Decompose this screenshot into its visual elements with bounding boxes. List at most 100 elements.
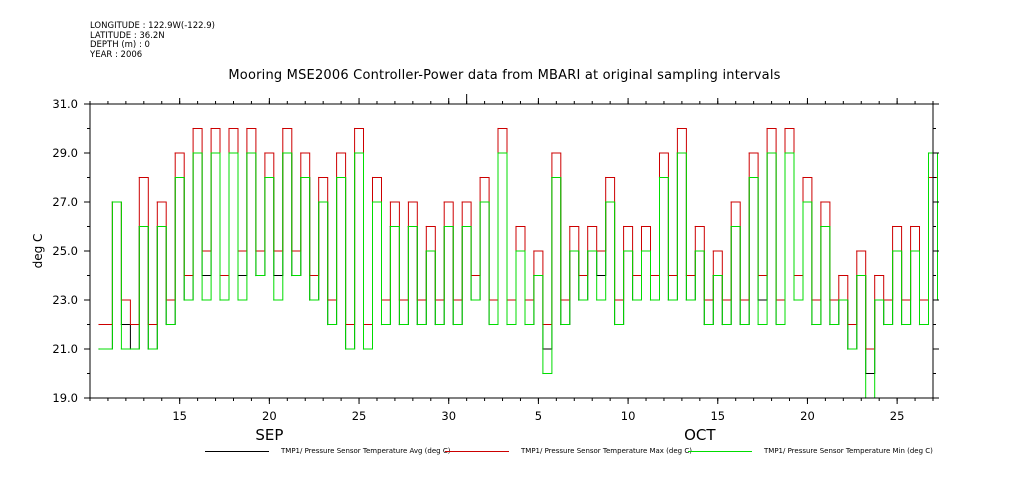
x-month-label: OCT: [684, 426, 716, 444]
data-point: [596, 299, 598, 301]
data-point: [228, 152, 230, 154]
data-point: [506, 323, 508, 326]
x-tick-label: 15: [710, 409, 725, 423]
data-point: [488, 323, 490, 326]
data-point: [389, 201, 391, 203]
data-point: [757, 323, 759, 326]
data-point: [569, 250, 571, 252]
data-point: [927, 152, 930, 154]
data-point: [793, 299, 795, 301]
data-point: [676, 152, 679, 154]
data-point: [282, 152, 284, 154]
data-point: [443, 201, 445, 203]
data-point: [721, 323, 723, 326]
legend-item-max: TMP1/ Pressure Sensor Temperature Max (d…: [445, 447, 692, 455]
data-point: [614, 323, 616, 326]
data-point: [820, 225, 822, 228]
y-tick-label: 31.0: [52, 97, 78, 111]
data-point: [336, 152, 338, 154]
data-point: [398, 323, 400, 326]
data-point: [918, 323, 921, 326]
data-point: [327, 323, 329, 326]
data-point: [291, 274, 293, 277]
data-point: [389, 225, 391, 228]
data-point: [910, 250, 912, 252]
data-point: [416, 323, 418, 326]
data-point: [784, 127, 786, 130]
series-line-2: [99, 152, 938, 399]
data-point: [354, 127, 356, 130]
data-point: [811, 323, 813, 326]
data-point: [820, 201, 822, 203]
data-point: [371, 176, 374, 179]
data-point: [874, 299, 876, 301]
data-point: [362, 348, 365, 350]
data-point: [300, 152, 302, 154]
data-point: [676, 127, 679, 130]
data-point: [667, 299, 670, 301]
data-point: [497, 127, 499, 130]
data-point: [129, 348, 131, 350]
data-point: [515, 250, 517, 252]
y-tick-label: 25.0: [52, 244, 78, 258]
data-point: [623, 225, 625, 228]
data-point: [766, 152, 768, 154]
data-point: [649, 299, 652, 301]
data-point: [237, 299, 239, 301]
data-point: [730, 225, 732, 228]
x-month-label: SEP: [255, 426, 283, 444]
data-point: [461, 201, 463, 203]
data-point: [739, 323, 741, 326]
data-point: [694, 225, 696, 228]
data-point: [766, 127, 768, 130]
legend-label-min: TMP1/ Pressure Sensor Temperature Min (d…: [764, 447, 933, 455]
data-point: [730, 201, 732, 203]
y-tick-label: 27.0: [52, 195, 78, 209]
data-point: [228, 127, 230, 130]
data-point: [802, 176, 804, 179]
x-tick-label: 30: [441, 409, 456, 423]
data-point: [255, 274, 257, 277]
legend-item-avg: TMP1/ Pressure Sensor Temperature Avg (d…: [205, 447, 450, 455]
data-point: [587, 225, 589, 228]
data-point: [748, 176, 750, 179]
data-point: [300, 176, 302, 179]
data-point: [309, 299, 311, 301]
data-point: [264, 152, 266, 154]
data-point: [856, 250, 858, 252]
data-point: [569, 225, 571, 228]
data-point: [605, 201, 607, 203]
data-point: [578, 299, 580, 301]
data-point: [443, 225, 445, 228]
data-point: [694, 250, 696, 252]
data-point: [892, 250, 894, 252]
data-point: [183, 299, 185, 301]
legend-swatch-max: [445, 450, 509, 452]
data-point: [847, 348, 849, 350]
legend-item-min: TMP1/ Pressure Sensor Temperature Min (d…: [688, 447, 933, 455]
longitude-label: LONGITUDE : 122.9W(-122.9): [90, 21, 215, 31]
data-point: [640, 225, 643, 228]
chart-title: Mooring MSE2006 Controller-Power data fr…: [228, 68, 781, 83]
data-point: [533, 250, 535, 252]
latitude-label: LATITUDE : 36.2N: [90, 30, 165, 41]
data-point: [201, 299, 203, 301]
data-point: [156, 225, 158, 228]
data-point: [452, 323, 454, 326]
data-point: [479, 201, 481, 203]
legend-label-max: TMP1/ Pressure Sensor Temperature Max (d…: [521, 447, 692, 455]
x-tick-label: 25: [890, 409, 905, 423]
legend-swatch-min: [688, 450, 752, 452]
data-point: [434, 323, 436, 326]
data-point: [138, 176, 140, 179]
data-point: [219, 299, 221, 301]
data-point: [174, 152, 176, 154]
data-point: [138, 225, 140, 228]
data-point: [551, 176, 553, 179]
data-point: [497, 152, 499, 154]
y-tick-label: 19.0: [52, 391, 78, 405]
data-point: [246, 127, 248, 130]
data-point: [98, 323, 100, 326]
data-point: [524, 323, 526, 326]
x-tick-label: 15: [172, 409, 187, 423]
